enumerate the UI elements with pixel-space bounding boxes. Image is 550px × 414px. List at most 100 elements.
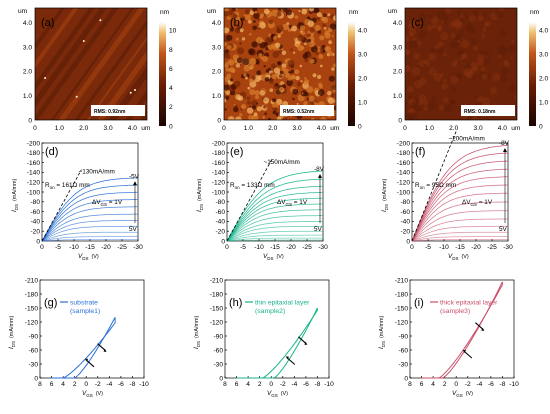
afm-grain: [276, 11, 282, 17]
afm-y-tick: 4.0: [393, 20, 402, 27]
x-tick-label: 0: [269, 381, 273, 388]
y-axis-label: IDS (mA/mm): [11, 178, 19, 212]
x-tick-label: -10: [324, 381, 334, 388]
iv-curve-vgs--8: [411, 145, 509, 242]
afm-grain: [262, 55, 269, 62]
iv-curve-vgs--1: [411, 201, 509, 242]
iv-curve-vgs--5: [411, 168, 509, 242]
y-axis-label-sub: DS: [384, 204, 389, 210]
afm-grain: [226, 73, 231, 78]
afm-grain: [256, 70, 262, 76]
afm-grain: [233, 106, 239, 113]
afm-texture-dot: [459, 13, 466, 20]
iv-curve-vgs-3: [411, 231, 508, 242]
y-tick-label: -60: [400, 209, 410, 216]
y-tick-label: -140: [397, 170, 411, 177]
afm-texture-dot: [437, 26, 443, 32]
afm-texture-dot: [408, 98, 416, 106]
iv-curve-vgs-2: [226, 230, 323, 242]
afm-grain: [279, 71, 284, 75]
afm-grain: [224, 8, 229, 12]
afm-grain: [278, 49, 283, 55]
x-tick-label: -4: [291, 381, 297, 388]
panel-label: (g): [44, 297, 57, 309]
ron-main: R: [415, 182, 420, 189]
afm-grain: [302, 53, 309, 59]
y-tick-label: -60: [28, 347, 38, 354]
ron-main: R: [45, 182, 50, 189]
afm-texture-dot: [494, 9, 504, 18]
afm-grain: [249, 57, 257, 65]
afm-grain: [316, 16, 321, 21]
iv-curve-vgs--3: [41, 191, 138, 242]
top-vgs-label: -8V: [499, 140, 510, 147]
afm-texture-dot: [498, 8, 504, 12]
afm-grain: [322, 49, 326, 53]
y-tick-label: -150: [395, 305, 409, 312]
iv-curve-vgs--7: [411, 152, 509, 242]
iv-curve-vgs--4: [226, 197, 323, 242]
afm-grain: [278, 8, 282, 11]
afm-particle: [129, 91, 132, 94]
x-axis-label-main: V: [267, 390, 272, 397]
sweep-arrow-up: [85, 359, 95, 368]
afm-texture-dot: [436, 46, 444, 54]
afm-grain: [327, 90, 332, 96]
afm-texture-dot: [500, 74, 506, 80]
afm-grain: [327, 13, 331, 17]
afm-grain: [262, 116, 265, 119]
afm-grain: [244, 14, 252, 21]
afm-grain: [331, 35, 334, 38]
reverse-sweep-curve: [236, 307, 318, 379]
afm-x-unit: um: [141, 125, 151, 132]
y-tick-label: -80: [400, 199, 410, 206]
x-tick-label: -5: [425, 244, 431, 251]
afm-grain: [292, 88, 299, 95]
step-val: = 1V: [477, 199, 493, 206]
y-tick-label: -210: [210, 277, 224, 284]
x-axis-label-unit: (V): [461, 254, 468, 260]
afm-grain: [245, 76, 248, 80]
afm-x-tick: 0: [33, 125, 37, 132]
transfer-chart-g: 8 6 4 2 0 -2 -4 -6 -8 -100-30-60-90-120-150-180-2…: [8, 277, 149, 398]
afm-texture-dot: [449, 21, 456, 28]
afm-grain: [224, 98, 227, 103]
afm-texture-dot: [470, 38, 477, 45]
y-axis-label-main: I: [8, 347, 15, 349]
y-tick-label: -60: [215, 209, 225, 216]
afm-grain: [242, 58, 250, 66]
y-tick-label: -180: [25, 291, 39, 298]
afm-grain: [277, 61, 282, 66]
afm-grain: [269, 79, 274, 84]
y-tick-label: -20: [400, 229, 410, 236]
afm-grain: [296, 43, 300, 47]
afm-grain: [269, 88, 274, 92]
y-tick-label: -80: [215, 199, 225, 206]
x-tick-label: -2: [280, 381, 286, 388]
y-tick-label: 0: [221, 238, 225, 245]
afm-grain: [286, 22, 290, 25]
x-tick-label: 2: [73, 381, 77, 388]
afm-texture-dot: [470, 74, 477, 81]
afm-texture-dot: [500, 47, 508, 55]
x-tick-label: 0: [410, 244, 414, 251]
afm-grain: [284, 59, 288, 63]
legend-label: substrate: [70, 300, 98, 307]
afm-texture-dot: [492, 73, 501, 82]
afm-grain: [307, 20, 315, 28]
top-vgs-label: -8V: [314, 166, 325, 173]
iv-curve-vgs--6: [411, 160, 509, 242]
afm-texture-dot: [408, 19, 418, 29]
afm-texture-dot: [418, 59, 426, 68]
iv-curve-vgs--1: [226, 215, 323, 242]
step-sub: GS: [471, 202, 477, 207]
afm-grain: [263, 65, 266, 68]
x-axis-label-sub: GS: [456, 393, 462, 398]
x-axis-label-sub: GS: [86, 393, 92, 398]
afm-texture-dot: [418, 94, 427, 103]
iv-curve-vgs-2: [41, 225, 138, 242]
y-tick-label: -210: [395, 277, 409, 284]
y-tick-label: -60: [213, 347, 223, 354]
afm-grain: [275, 73, 279, 77]
